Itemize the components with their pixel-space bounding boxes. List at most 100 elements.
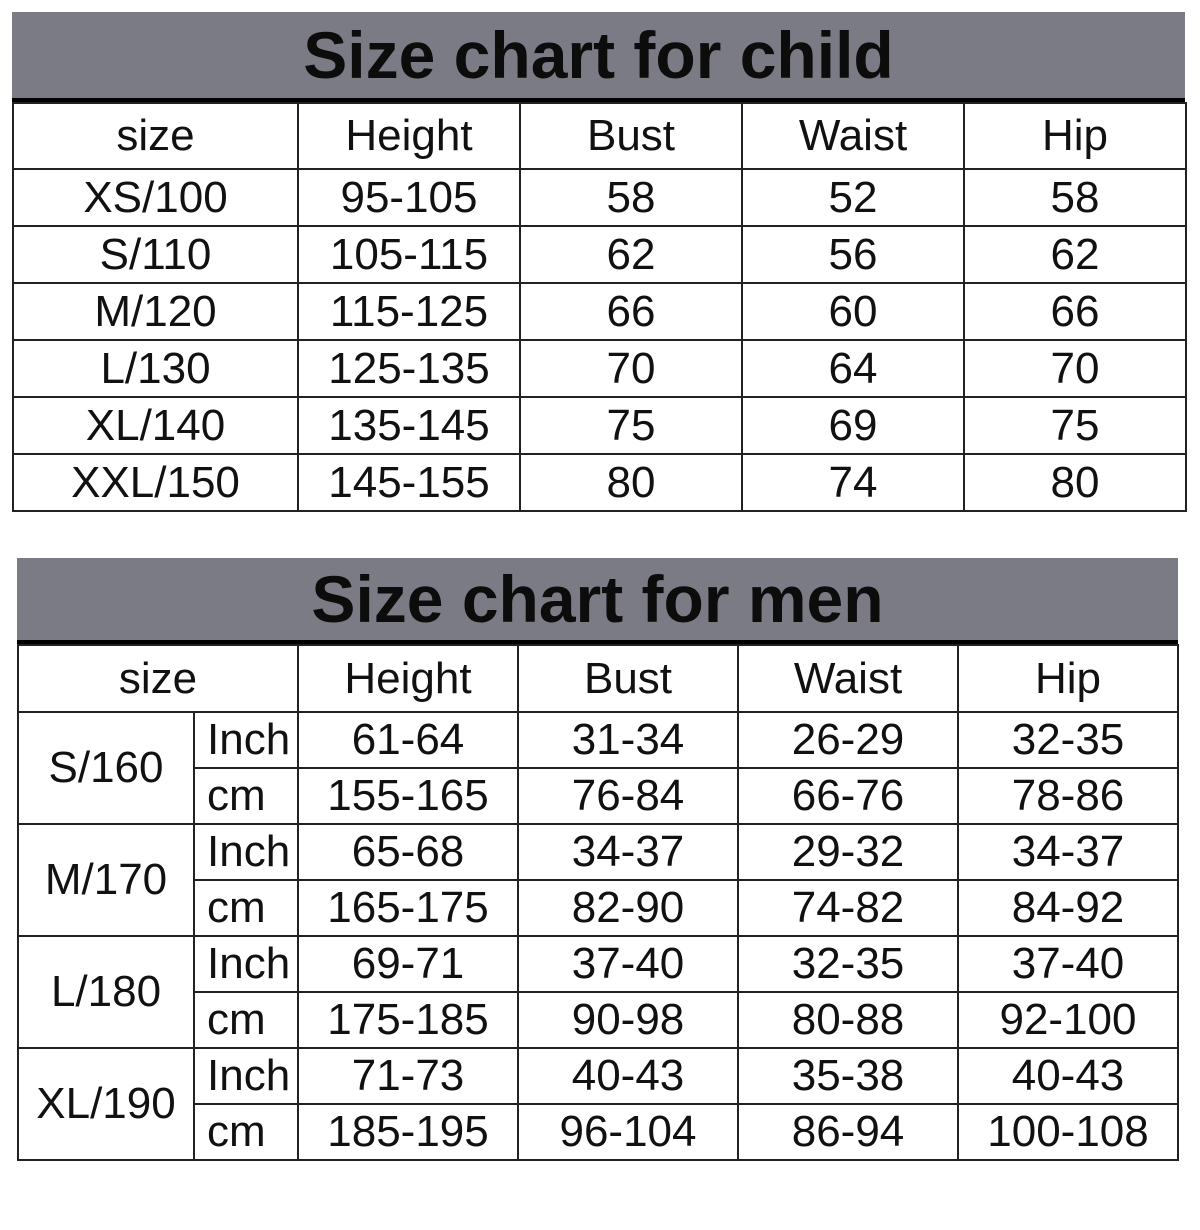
table-cell: 32-35 [737, 935, 959, 993]
unit-cell: Inch [193, 935, 299, 993]
table-cell: 52 [741, 168, 965, 227]
size-cell: L/180 [17, 935, 195, 1049]
column-header: Hip [963, 102, 1187, 170]
unit-cell: cm [193, 1103, 299, 1161]
table-row: XXL/150 145-155 80 74 80 [12, 453, 1187, 512]
column-header: Height [297, 644, 519, 713]
table-cell: 145-155 [297, 453, 521, 512]
table-cell: 70 [963, 339, 1187, 398]
table-cell: 125-135 [297, 339, 521, 398]
unit-cell: cm [193, 879, 299, 937]
column-header: Bust [517, 644, 739, 713]
table-row: XL/190 Inch 71-73 40-43 35-38 40-43 [17, 1047, 1179, 1161]
table-cell: 69-71 [297, 935, 519, 993]
men-size-table: size Height Bust Waist Hip S/160 Inch 61-64 31-3… [17, 644, 1179, 1161]
table-row: cm 165-175 82-90 74-82 84-92 [18, 879, 1179, 937]
table-row: cm 155-165 76-84 66-76 78-86 [18, 767, 1179, 825]
table-cell: 82-90 [517, 879, 739, 937]
table-cell: 92-100 [957, 991, 1179, 1049]
table-cell: 84-92 [957, 879, 1179, 937]
table-cell: 80-88 [737, 991, 959, 1049]
column-header: size [17, 644, 299, 713]
table-cell: 165-175 [297, 879, 519, 937]
unit-cell: Inch [193, 823, 299, 881]
table-cell: 37-40 [957, 935, 1179, 993]
table-cell: 61-64 [297, 711, 519, 769]
size-cell: XL/190 [17, 1047, 195, 1161]
header-row: size Height Bust Waist Hip [17, 644, 1179, 713]
table-cell: 58 [963, 168, 1187, 227]
table-cell: 95-105 [297, 168, 521, 227]
table-cell: 40-43 [517, 1047, 739, 1105]
table-cell: 58 [519, 168, 743, 227]
unit-cell: Inch [193, 1047, 299, 1105]
column-header: size [12, 102, 299, 170]
table-cell: 80 [963, 453, 1187, 512]
table-cell: XL/140 [12, 396, 299, 455]
table-row: XS/100 95-105 58 52 58 [12, 168, 1187, 227]
table-cell: 62 [963, 225, 1187, 284]
table-cell: 34-37 [517, 823, 739, 881]
table-cell: 135-145 [297, 396, 521, 455]
table-cell: 56 [741, 225, 965, 284]
column-header: Waist [741, 102, 965, 170]
table-cell: 115-125 [297, 282, 521, 341]
unit-cell: cm [193, 991, 299, 1049]
table-row: S/110 105-115 62 56 62 [12, 225, 1187, 284]
table-cell: XS/100 [12, 168, 299, 227]
size-cell: M/170 [17, 823, 195, 937]
table-cell: 31-34 [517, 711, 739, 769]
table-cell: 71-73 [297, 1047, 519, 1105]
child-size-table: size Height Bust Waist Hip XS/100 95-105 58 52 58… [12, 102, 1187, 512]
table-cell: S/110 [12, 225, 299, 284]
table-cell: 90-98 [517, 991, 739, 1049]
table-cell: 32-35 [957, 711, 1179, 769]
table-cell: 96-104 [517, 1103, 739, 1161]
table-row: L/180 Inch 69-71 37-40 32-35 37-40 [17, 935, 1179, 1049]
table-cell: 70 [519, 339, 743, 398]
table-cell: 74 [741, 453, 965, 512]
table-cell: 175-185 [297, 991, 519, 1049]
table-cell: 66-76 [737, 767, 959, 825]
table-row: XL/140 135-145 75 69 75 [12, 396, 1187, 455]
table-row: M/170 Inch 65-68 34-37 29-32 34-37 [17, 823, 1179, 937]
table-cell: 66 [519, 282, 743, 341]
table-cell: 26-29 [737, 711, 959, 769]
table-cell: L/130 [12, 339, 299, 398]
column-header: Height [297, 102, 521, 170]
table-cell: 29-32 [737, 823, 959, 881]
men-chart-title: Size chart for men [17, 558, 1178, 644]
table-cell: 62 [519, 225, 743, 284]
table-cell: 64 [741, 339, 965, 398]
table-row: M/120 115-125 66 60 66 [12, 282, 1187, 341]
table-cell: 66 [963, 282, 1187, 341]
table-cell: 74-82 [737, 879, 959, 937]
table-cell: 78-86 [957, 767, 1179, 825]
column-header: Bust [519, 102, 743, 170]
column-header: Hip [957, 644, 1179, 713]
table-row: cm 175-185 90-98 80-88 92-100 [18, 991, 1179, 1049]
table-cell: 69 [741, 396, 965, 455]
unit-cell: Inch [193, 711, 299, 769]
table-cell: 65-68 [297, 823, 519, 881]
table-cell: XXL/150 [12, 453, 299, 512]
child-chart-title: Size chart for child [12, 12, 1185, 102]
table-row: S/160 Inch 61-64 31-34 26-29 32-35 [17, 711, 1179, 825]
table-cell: 40-43 [957, 1047, 1179, 1105]
table-cell: 37-40 [517, 935, 739, 993]
table-cell: 75 [963, 396, 1187, 455]
table-cell: 76-84 [517, 767, 739, 825]
table-cell: M/120 [12, 282, 299, 341]
table-cell: 35-38 [737, 1047, 959, 1105]
table-row: cm 185-195 96-104 86-94 100-108 [18, 1103, 1179, 1161]
table-row: L/130 125-135 70 64 70 [12, 339, 1187, 398]
table-cell: 75 [519, 396, 743, 455]
table-cell: 60 [741, 282, 965, 341]
column-header: Waist [737, 644, 959, 713]
table-cell: 155-165 [297, 767, 519, 825]
table-cell: 34-37 [957, 823, 1179, 881]
table-cell: 185-195 [297, 1103, 519, 1161]
size-cell: S/160 [17, 711, 195, 825]
table-cell: 105-115 [297, 225, 521, 284]
table-cell: 100-108 [957, 1103, 1179, 1161]
